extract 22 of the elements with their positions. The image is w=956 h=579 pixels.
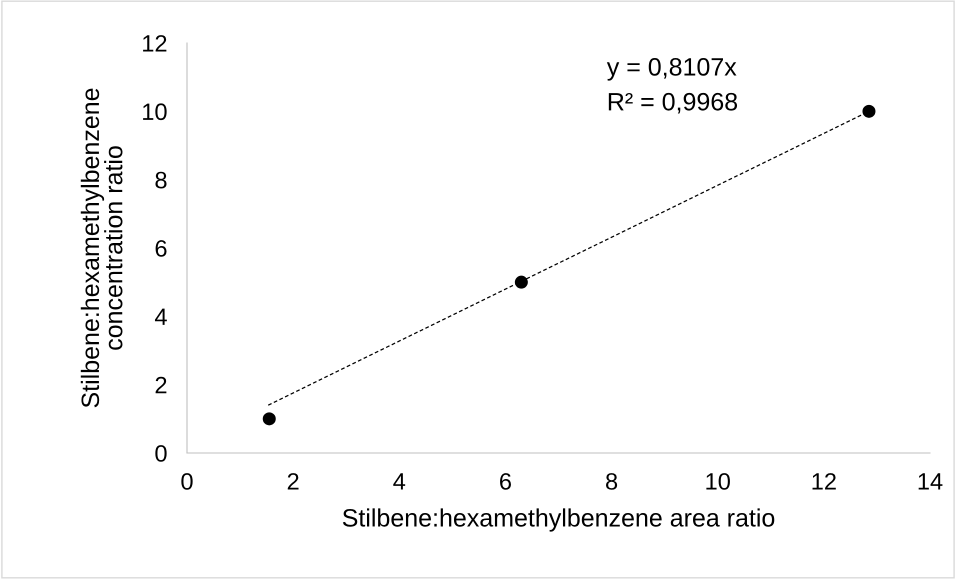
- x-axis-title: Stilbene:hexamethylbenzene area ratio: [342, 508, 774, 532]
- point: [514, 276, 528, 289]
- x-tick-label: 10: [706, 473, 730, 490]
- point: [262, 412, 276, 426]
- y-axis-title: Stilbene:hexamethylbenzene concentration ratio: [80, 88, 122, 408]
- x-tick-label: 12: [812, 473, 836, 490]
- y-tick-label: 2: [156, 376, 166, 394]
- y-tick-label: 8: [155, 172, 167, 188]
- annotation: y = 0,8107x: [606, 58, 736, 81]
- x-tick-label: 2: [288, 473, 299, 490]
- y-tick-label: 12: [143, 35, 166, 52]
- y-tick-label: 6: [156, 240, 167, 257]
- x-tick-label: 4: [393, 473, 406, 490]
- y-tick-label: 4: [154, 308, 167, 325]
- point: [862, 104, 876, 118]
- annotation: R² = 0,9968: [608, 92, 738, 114]
- x-tick-label: 14: [918, 473, 942, 490]
- y-tick-label: 0: [155, 445, 167, 462]
- x-tick-label: 8: [606, 473, 618, 490]
- y-tick-label: 10: [143, 103, 167, 120]
- x-tick-label: 6: [500, 473, 511, 490]
- x-tick-label: 0: [181, 473, 193, 490]
